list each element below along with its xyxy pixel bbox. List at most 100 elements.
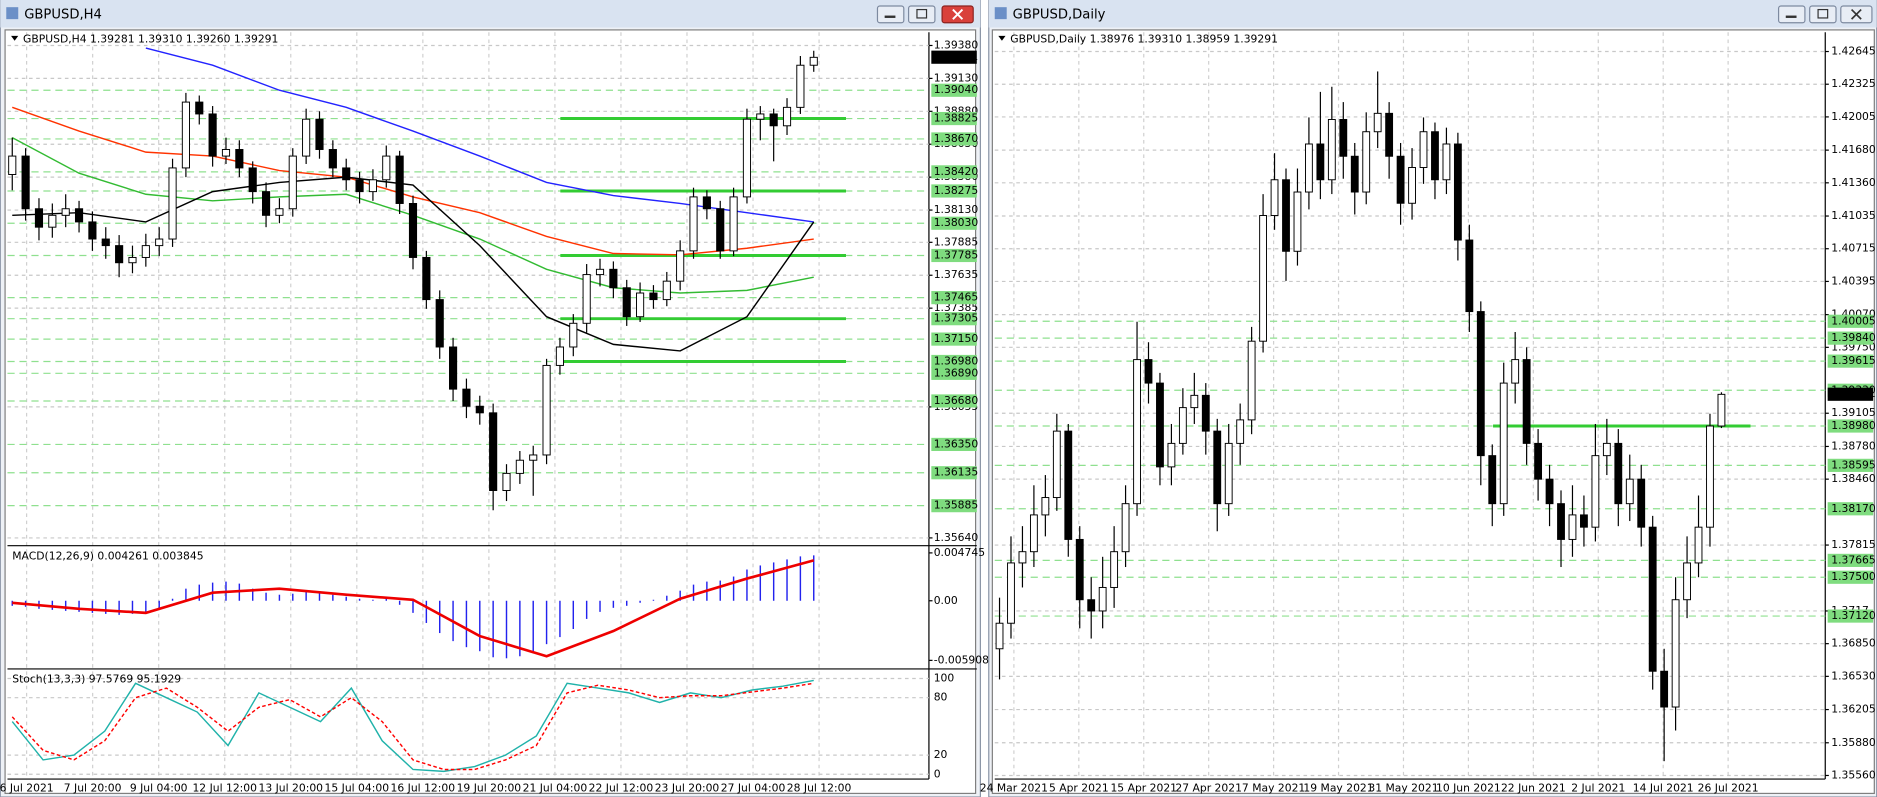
y-tick-label: 1.36530	[1831, 669, 1876, 682]
candle-body	[729, 196, 738, 252]
candle-body	[1110, 551, 1119, 588]
candle-body	[1087, 599, 1096, 612]
candle-body	[221, 149, 231, 157]
level-price-label: 1.38420	[934, 165, 979, 178]
candle-body	[662, 280, 671, 301]
maximize-icon	[916, 8, 928, 19]
candle-body	[61, 208, 70, 216]
level-price-box	[931, 394, 977, 408]
candle-body	[1465, 239, 1474, 313]
candle-body	[1224, 442, 1233, 505]
candle-body	[1282, 179, 1290, 252]
candle-body	[1694, 526, 1703, 564]
level-price-box	[1827, 458, 1874, 472]
level-price-box	[931, 312, 977, 326]
candle-body	[115, 245, 124, 264]
header-arrow	[11, 35, 19, 41]
candle-body	[1259, 215, 1268, 342]
current-price-box	[931, 50, 977, 64]
candle-body	[475, 405, 484, 414]
candle-body	[1660, 670, 1669, 708]
x-tick-label: 5 Apr 2021	[1049, 782, 1109, 795]
candle-body	[181, 101, 190, 169]
x-tick-label: 10 Jun 2021	[1436, 782, 1501, 795]
candle-body	[1385, 112, 1394, 157]
candle-body	[1362, 131, 1371, 193]
y-tick-label: 1.38130	[934, 203, 979, 216]
x-tick-label: 14 Jul 2021	[1633, 782, 1694, 795]
level-price-label: 1.38980	[1831, 419, 1876, 432]
candle-body	[1602, 442, 1611, 457]
candle-body	[1133, 359, 1141, 505]
x-tick-label: 2 Jul 2021	[1571, 782, 1625, 795]
y-tick-label: 0.00	[934, 594, 958, 607]
candle-body	[676, 250, 685, 282]
candle-body	[235, 149, 244, 169]
maximize-icon	[1817, 8, 1829, 19]
level-price-label: 1.38825	[934, 112, 979, 125]
y-tick-label: 100	[934, 672, 955, 685]
candle-body	[1121, 503, 1130, 553]
y-tick-label: 1.42325	[1831, 77, 1876, 90]
x-tick-label: 9 Jul 04:00	[130, 782, 188, 795]
candle-body	[609, 268, 618, 289]
level-price-label: 1.35885	[934, 499, 979, 512]
level-price-label: 1.37120	[1831, 609, 1876, 622]
y-tick-label: 80	[934, 691, 948, 704]
candle-body	[1339, 118, 1348, 157]
y-tick-label: 1.42005	[1831, 110, 1876, 123]
level-price-label: 1.36980	[934, 354, 979, 367]
x-tick-label: 24 Mar 2021	[980, 782, 1048, 795]
maximize-button[interactable]	[907, 5, 936, 24]
y-tick-label: 1.38780	[1831, 439, 1876, 452]
candle-body	[1144, 359, 1153, 384]
maximize-button[interactable]	[1809, 5, 1837, 24]
candle-body	[555, 346, 565, 366]
indicator-line	[145, 47, 814, 223]
x-tick-label: 22 Jun 2021	[1501, 782, 1566, 795]
level-price-box	[931, 184, 977, 198]
candle-body	[1522, 359, 1531, 444]
candle-body	[141, 245, 150, 258]
level-price-box	[931, 132, 977, 146]
x-tick-label: 6 Jul 2021	[0, 782, 54, 795]
level-price-label: 1.36890	[934, 366, 979, 379]
minimize-button[interactable]	[876, 5, 905, 24]
candle-body	[1316, 143, 1325, 181]
x-tick-label: 19 Jul 20:00	[457, 782, 522, 795]
candle-body	[1350, 155, 1359, 193]
candle-body	[1075, 538, 1084, 601]
y-tick-label: 1.36205	[1831, 703, 1876, 716]
level-price-label: 1.37465	[934, 291, 979, 304]
x-tick-label: 27 Apr 2021	[1175, 782, 1242, 795]
candle-body	[1293, 191, 1302, 252]
candle-body	[1683, 562, 1691, 601]
x-tick-label: 21 Jul 04:00	[523, 782, 588, 795]
candle-body	[208, 113, 217, 157]
level-price-label: 1.36350	[934, 437, 979, 450]
level-price-box	[1827, 331, 1874, 345]
y-tick-label: 1.36850	[1831, 637, 1876, 650]
level-price-label: 1.40005	[1831, 314, 1876, 327]
candle-body	[1007, 562, 1015, 624]
y-tick-label: 1.41360	[1831, 176, 1876, 189]
candle-body	[1476, 311, 1485, 457]
candle-body	[809, 56, 818, 66]
level-price-label: 1.37665	[1831, 553, 1876, 566]
candle-body	[195, 101, 204, 115]
level-price-box	[931, 83, 977, 97]
candle-body	[408, 202, 418, 258]
y-tick-label: 1.35640	[934, 531, 979, 544]
y-tick-label: 1.39130	[934, 71, 979, 84]
candle-body	[1453, 143, 1462, 241]
chart-header: GBPUSD,Daily 1.38976 1.39310 1.38959 1.3…	[1010, 32, 1278, 45]
candle-body	[1178, 407, 1187, 444]
window-icon	[6, 7, 19, 20]
candle-body	[1236, 419, 1245, 444]
current-price-label: 1.39291	[934, 50, 979, 63]
minimize-button[interactable]	[1777, 5, 1806, 24]
window-icon	[994, 7, 1007, 20]
y-tick-label: 1.42645	[1831, 45, 1876, 58]
level-price-box	[931, 366, 977, 380]
candle-body	[1247, 340, 1256, 421]
